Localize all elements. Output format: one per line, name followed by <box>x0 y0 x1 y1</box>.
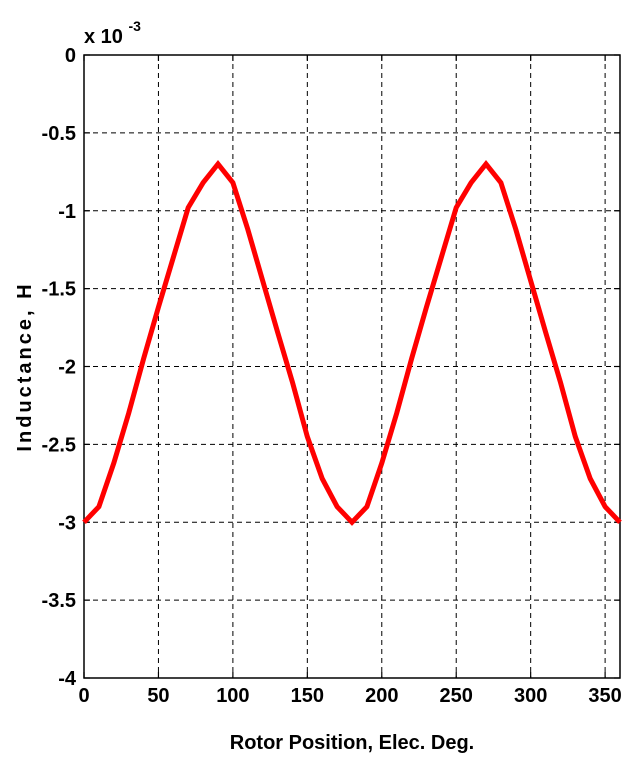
x-tick-labels: 0 50 100 150 200 250 300 350 <box>78 685 621 707</box>
y-axis-title: Inductance, H <box>14 281 36 451</box>
y-tick-label: -1 <box>58 201 76 223</box>
y-tick-label: -3 <box>58 512 76 534</box>
grid-lines <box>84 55 620 678</box>
x-axis-title: Rotor Position, Elec. Deg. <box>230 732 474 754</box>
axis-ticks <box>83 54 620 679</box>
y-tick-label: -2.5 <box>42 434 76 456</box>
x-tick-label: 100 <box>216 685 249 707</box>
x-tick-label: 150 <box>291 685 324 707</box>
y-tick-label: -3.5 <box>42 590 76 612</box>
y-tick-label: -2 <box>58 357 76 379</box>
y-tick-label: -4 <box>58 668 77 690</box>
y-tick-label: -1.5 <box>42 279 76 301</box>
x-tick-label: 50 <box>147 685 169 707</box>
x-tick-label: 200 <box>365 685 398 707</box>
y-axis-multiplier: x 10 -3 <box>84 18 141 48</box>
series-layer <box>82 159 622 526</box>
x-tick-label: 350 <box>588 685 621 707</box>
y-tick-label: 0 <box>65 45 76 67</box>
multiplier-exponent: -3 <box>129 18 142 34</box>
y-tick-label: -0.5 <box>42 123 76 145</box>
x-tick-label: 300 <box>514 685 547 707</box>
x-tick-label: 250 <box>440 685 473 707</box>
multiplier-base: x 10 <box>84 26 123 48</box>
plot-area-frame <box>83 54 621 679</box>
series-line <box>82 159 622 526</box>
y-tick-labels: 0 -0.5 -1 -1.5 -2 -2.5 -3 -3.5 -4 <box>42 45 77 690</box>
x-tick-label: 0 <box>78 685 89 707</box>
